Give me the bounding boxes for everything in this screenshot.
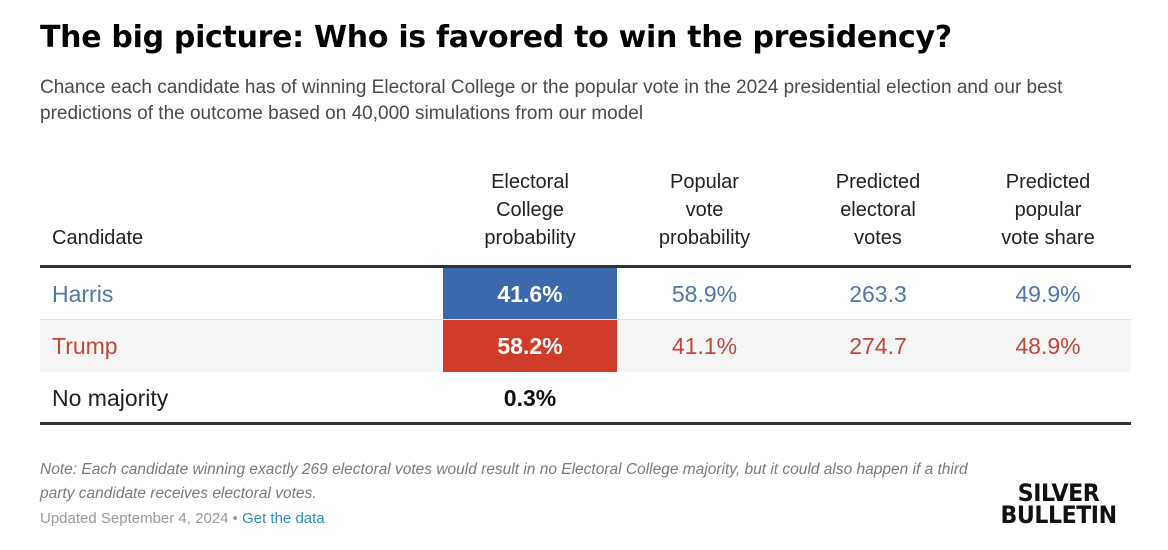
header-line: electoral — [840, 199, 916, 221]
table-row-no-majority: No majority 0.3% — [40, 372, 1131, 424]
predicted-share-cell: 48.9% — [1015, 333, 1081, 359]
table-header: Candidate Electoral College probability … — [40, 168, 1131, 268]
candidate-name: No majority — [52, 385, 169, 411]
predicted-ev-cell: 263.3 — [849, 281, 907, 307]
logo-line: SILVER — [1017, 479, 1100, 507]
header-line: Popular — [670, 171, 739, 193]
pv-probability-cell: 58.9% — [671, 281, 738, 307]
candidate-name: Trump — [52, 333, 118, 359]
table-row-harris: Harris 41.6% 58.9% 263.3 49.9% — [40, 268, 1131, 320]
ec-probability-cell: 41.6% — [443, 268, 617, 320]
header-line: vote — [685, 199, 724, 221]
silver-bulletin-logo: SILVER BULLETIN — [996, 479, 1121, 529]
forecast-table: Candidate Electoral College probability … — [40, 168, 1131, 425]
header-line: probability — [658, 227, 751, 249]
ec-probability-cell: 0.3% — [503, 385, 557, 411]
table-row-trump: Trump 58.2% 41.1% 274.7 48.9% — [40, 320, 1131, 372]
header-line: vote share — [1001, 227, 1095, 249]
header-line: Predicted — [835, 171, 921, 193]
header-divider — [40, 265, 1131, 268]
page-subtitle: Chance each candidate has of winning Ele… — [40, 77, 1063, 124]
header-line: popular — [1014, 199, 1082, 221]
column-header-predicted-share: Predicted popular vote share — [965, 168, 1131, 252]
bullet-separator: • — [232, 510, 238, 527]
header-line: probability — [484, 227, 576, 249]
table-bottom-divider — [40, 422, 1131, 425]
predicted-ev-cell: 274.7 — [849, 333, 907, 359]
column-header-ec-probability: Electoral College probability — [443, 168, 617, 252]
pv-probability-cell: 41.1% — [671, 333, 738, 359]
header-line: votes — [854, 227, 902, 249]
page-title: The big picture: Who is favored to win t… — [40, 20, 952, 55]
header-line: Electoral — [491, 171, 569, 193]
get-data-link[interactable]: Get the data — [242, 510, 325, 527]
ec-probability-cell: 58.2% — [443, 320, 617, 372]
updated-date: Updated September 4, 2024 — [40, 510, 229, 527]
candidate-name: Harris — [52, 281, 114, 307]
predicted-share-cell: 49.9% — [1015, 281, 1081, 307]
column-header-candidate: Candidate — [52, 227, 144, 249]
footnote: Note: Each candidate winning exactly 269… — [40, 461, 968, 502]
row-divider — [40, 319, 1131, 320]
header-line: Predicted — [1005, 171, 1091, 193]
logo-line: BULLETIN — [1000, 501, 1118, 529]
column-header-predicted-ev: Predicted electoral votes — [792, 168, 964, 252]
update-line: Updated September 4, 2024 • Get the data — [40, 510, 325, 527]
column-header-pv-probability: Popular vote probability — [618, 168, 791, 252]
header-line: College — [496, 199, 564, 221]
